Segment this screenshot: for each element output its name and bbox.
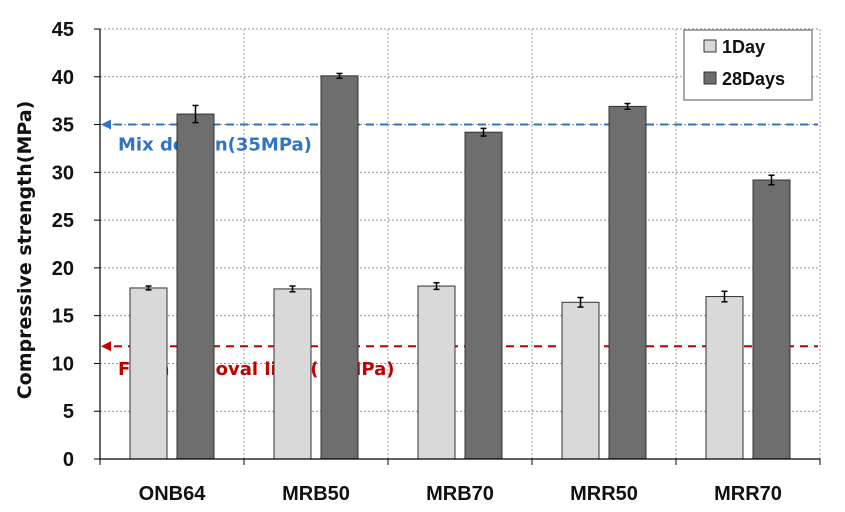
y-tick-label: 10 bbox=[52, 353, 74, 375]
x-tick-label: MRR70 bbox=[714, 483, 782, 505]
legend-swatch-1day bbox=[703, 39, 717, 53]
bar-1day bbox=[417, 285, 456, 460]
reference-arrow bbox=[101, 119, 111, 130]
y-tick-label: 40 bbox=[52, 67, 74, 89]
axes bbox=[94, 28, 821, 465]
legend-label: 28Days bbox=[722, 69, 785, 89]
y-tick-label: 0 bbox=[63, 449, 74, 471]
bar-28days bbox=[320, 75, 359, 460]
bar-1day bbox=[561, 301, 600, 460]
x-tick-labels: ONB64 MRB50 MRB70 MRR50 MRR70 bbox=[139, 483, 782, 505]
reference-arrow bbox=[101, 341, 111, 352]
y-tick-label: 45 bbox=[52, 19, 74, 41]
x-tick-label: ONB64 bbox=[139, 483, 207, 505]
reference-label: Mix design(35MPa) bbox=[118, 135, 312, 156]
y-tick-label: 25 bbox=[52, 210, 74, 232]
x-tick-label: MRB70 bbox=[426, 483, 494, 505]
bar-28days bbox=[608, 105, 647, 460]
y-tick-label: 35 bbox=[52, 115, 74, 137]
legend-label: 1Day bbox=[722, 37, 765, 57]
legend-swatch-28days bbox=[703, 71, 717, 85]
y-axis-label: Compressive strength(MPa) bbox=[14, 101, 36, 400]
bars bbox=[129, 72, 791, 460]
y-tick-label: 15 bbox=[52, 306, 74, 328]
bar-28days bbox=[752, 179, 791, 460]
x-tick-label: MRR50 bbox=[570, 483, 638, 505]
bar-1day bbox=[705, 296, 744, 460]
bar-28days bbox=[176, 113, 215, 460]
bar-1day bbox=[273, 288, 312, 460]
y-tick-labels: 0 5 10 15 20 25 30 35 40 45 bbox=[52, 19, 74, 471]
y-tick-label: 20 bbox=[52, 258, 74, 280]
bar-1day bbox=[129, 287, 168, 460]
y-tick-label: 5 bbox=[63, 401, 74, 423]
bar-28days bbox=[464, 131, 503, 460]
legend: 1Day 28Days bbox=[683, 29, 813, 101]
x-tick-label: MRB50 bbox=[282, 483, 350, 505]
y-tick-label: 30 bbox=[52, 162, 74, 184]
gridlines bbox=[100, 28, 821, 459]
